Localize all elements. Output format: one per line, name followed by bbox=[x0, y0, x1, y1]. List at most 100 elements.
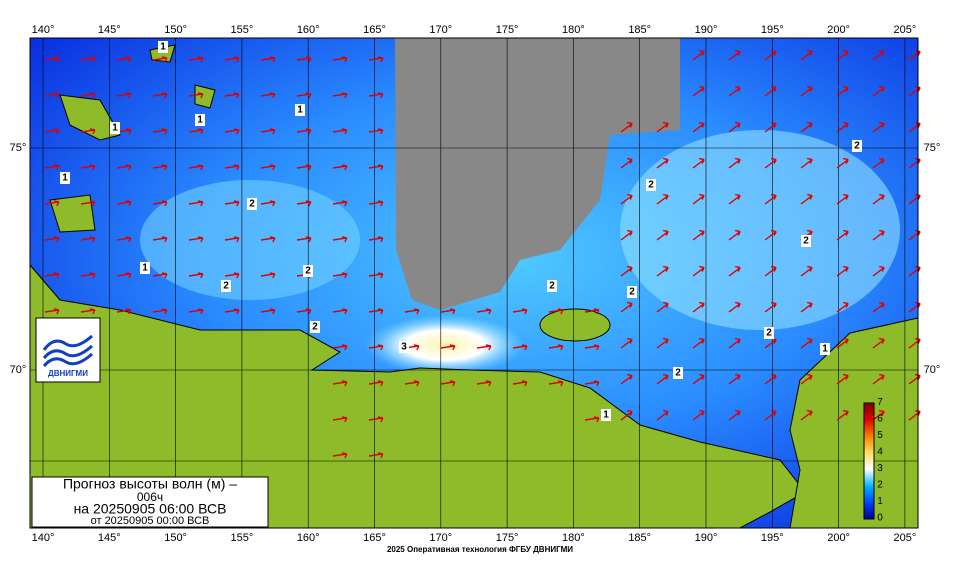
sea-peak bbox=[365, 315, 525, 375]
wave-arrow bbox=[620, 301, 633, 313]
legend-lead: 006ч bbox=[137, 490, 163, 504]
contour-label-bg bbox=[601, 409, 611, 421]
wave-arrow bbox=[692, 337, 705, 349]
contour-label-bg bbox=[547, 280, 557, 292]
wave-arrow bbox=[620, 337, 633, 349]
wave-arrow bbox=[836, 265, 849, 277]
wave-arrow bbox=[548, 344, 564, 351]
wave-arrow bbox=[188, 92, 204, 99]
wave-arrow bbox=[332, 416, 348, 423]
lon-label-bottom: 200° bbox=[827, 532, 850, 544]
legend-date: на 20250905 06:00 ВСВ bbox=[74, 501, 227, 517]
wave-arrow bbox=[620, 157, 633, 169]
wave-arrow bbox=[152, 200, 168, 207]
wave-arrow bbox=[44, 128, 60, 135]
wave-arrow bbox=[188, 200, 204, 207]
wave-arrow bbox=[728, 265, 741, 277]
wave-arrow bbox=[692, 301, 705, 313]
wave-arrow bbox=[620, 229, 633, 241]
wave-arrow bbox=[584, 416, 600, 423]
contour-label: 2 bbox=[766, 328, 772, 339]
wave-arrow bbox=[548, 380, 564, 387]
wave-arrow bbox=[620, 373, 633, 385]
ice bbox=[395, 38, 680, 310]
wave-arrow bbox=[116, 236, 132, 243]
wave-arrow bbox=[260, 92, 276, 99]
wave-arrow bbox=[800, 85, 813, 97]
wave-arrow bbox=[188, 56, 204, 63]
wave-arrow bbox=[764, 49, 777, 61]
logo-text: ДВНИГМИ bbox=[48, 369, 88, 378]
lon-label-bottom: 145° bbox=[98, 532, 121, 544]
lon-label-bottom: 150° bbox=[164, 532, 187, 544]
wave-arrow bbox=[296, 164, 312, 171]
wave-arrow bbox=[80, 128, 96, 135]
contour-label: 2 bbox=[312, 322, 318, 333]
wave-arrow bbox=[116, 92, 132, 99]
contour-label-bg bbox=[801, 235, 811, 247]
wave-arrow bbox=[872, 373, 885, 385]
wave-arrow bbox=[584, 380, 600, 387]
colorbar-tick: 4 bbox=[877, 447, 883, 458]
wave-arrow bbox=[836, 193, 849, 205]
wave-arrow bbox=[368, 344, 384, 351]
wave-arrow bbox=[728, 121, 741, 133]
lat-label-right: 70° bbox=[924, 364, 941, 376]
wave-arrow bbox=[800, 121, 813, 133]
wave-arrow bbox=[656, 265, 669, 277]
lon-label-top: 205° bbox=[894, 24, 917, 36]
contour-label: 2 bbox=[854, 141, 860, 152]
wave-arrow bbox=[728, 85, 741, 97]
wave-arrow bbox=[332, 308, 348, 315]
wave-arrow bbox=[368, 236, 384, 243]
lon-label-top: 180° bbox=[562, 24, 585, 36]
contour-label-bg bbox=[820, 343, 830, 355]
lon-label-bottom: 165° bbox=[363, 532, 386, 544]
wave-arrow bbox=[656, 193, 669, 205]
wave-arrow bbox=[836, 337, 849, 349]
lat-label-left: 75° bbox=[10, 142, 27, 154]
wave-arrow bbox=[332, 452, 348, 459]
wave-arrow bbox=[692, 373, 705, 385]
lon-label-bottom: 205° bbox=[894, 532, 917, 544]
wave-arrow bbox=[692, 229, 705, 241]
logo-waves bbox=[42, 334, 93, 368]
wave-arrow bbox=[368, 200, 384, 207]
wave-arrow bbox=[440, 308, 456, 315]
colorbar-tick: 2 bbox=[877, 480, 883, 491]
contour-label-bg bbox=[852, 140, 862, 152]
wave-arrow bbox=[332, 200, 348, 207]
wave-arrow bbox=[116, 56, 132, 63]
colorbar-tick: 7 bbox=[877, 397, 883, 408]
wave-arrow bbox=[80, 56, 96, 63]
lon-label-top: 150° bbox=[164, 24, 187, 36]
wave-arrow bbox=[296, 308, 312, 315]
wave-arrow bbox=[836, 373, 849, 385]
wave-arrow bbox=[764, 373, 777, 385]
wave-arrow bbox=[224, 272, 240, 279]
legend-issued: от 20250905 00:00 ВСВ bbox=[91, 515, 210, 527]
wave-arrow bbox=[728, 337, 741, 349]
wave-arrow bbox=[476, 380, 492, 387]
contour-label: 1 bbox=[142, 263, 148, 274]
wave-arrow bbox=[332, 344, 348, 351]
wave-arrow bbox=[224, 92, 240, 99]
wave-arrow bbox=[260, 308, 276, 315]
wave-arrow bbox=[188, 128, 204, 135]
wave-arrow bbox=[368, 308, 384, 315]
wave-arrow bbox=[404, 380, 420, 387]
wave-arrow bbox=[872, 193, 885, 205]
lat-label-right: 75° bbox=[924, 142, 941, 154]
wave-arrow bbox=[620, 193, 633, 205]
wave-arrow bbox=[764, 157, 777, 169]
wave-arrow bbox=[656, 121, 669, 133]
wave-arrow bbox=[368, 380, 384, 387]
wave-arrow bbox=[44, 308, 60, 315]
wave-arrow bbox=[656, 337, 669, 349]
wave-arrow bbox=[512, 308, 528, 315]
wave-arrow bbox=[44, 236, 60, 243]
lon-label-top: 165° bbox=[363, 24, 386, 36]
wave-arrow bbox=[224, 128, 240, 135]
wave-arrow bbox=[296, 56, 312, 63]
